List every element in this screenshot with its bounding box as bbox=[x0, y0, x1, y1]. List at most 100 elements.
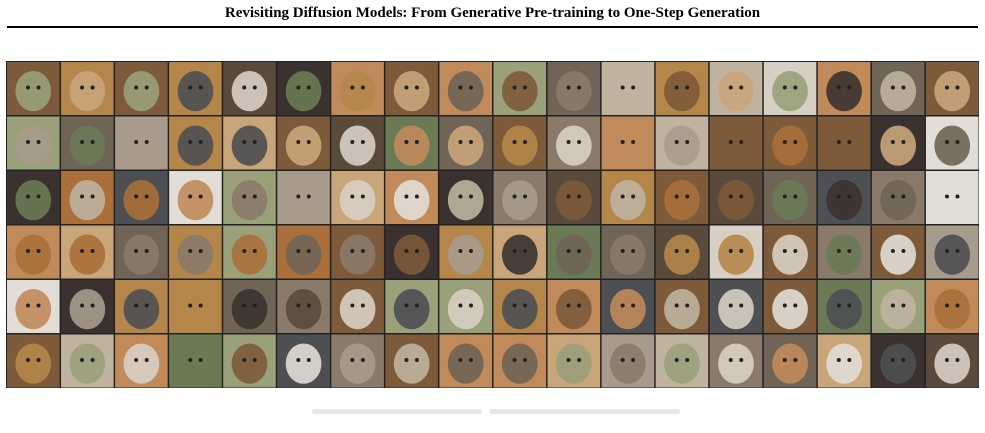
animal-face bbox=[123, 71, 160, 112]
eye bbox=[793, 139, 798, 144]
eye bbox=[847, 139, 852, 144]
eye bbox=[414, 357, 419, 362]
animal-face bbox=[772, 343, 808, 384]
animal-face bbox=[123, 234, 160, 275]
eye bbox=[80, 194, 85, 199]
animal-face bbox=[15, 125, 52, 166]
eye bbox=[847, 194, 852, 199]
eye bbox=[144, 194, 149, 199]
animal-face bbox=[339, 343, 376, 384]
animal-face bbox=[501, 71, 538, 112]
animal-face bbox=[718, 71, 754, 112]
eye bbox=[36, 248, 41, 253]
eye bbox=[847, 85, 852, 90]
animal-face bbox=[501, 180, 538, 221]
eye bbox=[620, 303, 625, 308]
eye bbox=[360, 248, 365, 253]
animal-face bbox=[501, 234, 538, 275]
eye bbox=[306, 139, 311, 144]
animal-face bbox=[15, 343, 52, 384]
eye bbox=[26, 248, 31, 253]
eye bbox=[685, 357, 690, 362]
animal-face bbox=[772, 289, 808, 330]
eye bbox=[890, 357, 895, 362]
animal-face bbox=[826, 289, 862, 330]
eye bbox=[404, 303, 409, 308]
eye bbox=[523, 303, 528, 308]
animal-face bbox=[69, 234, 106, 275]
eye bbox=[198, 357, 203, 362]
eye bbox=[739, 303, 744, 308]
animal-face bbox=[447, 125, 484, 166]
eye bbox=[468, 303, 473, 308]
eye bbox=[901, 248, 906, 253]
animal-face bbox=[826, 180, 862, 221]
eye bbox=[782, 248, 787, 253]
animal-face bbox=[177, 180, 214, 221]
eye bbox=[198, 139, 203, 144]
animal-face bbox=[339, 180, 376, 221]
eye bbox=[674, 85, 679, 90]
eye bbox=[134, 357, 139, 362]
animal-face bbox=[285, 180, 322, 221]
eye bbox=[890, 139, 895, 144]
animal-face bbox=[177, 343, 214, 384]
eye bbox=[296, 248, 301, 253]
image-grid bbox=[6, 61, 979, 388]
eye bbox=[631, 357, 636, 362]
animal-face bbox=[934, 234, 971, 275]
animal-face bbox=[664, 71, 700, 112]
eye bbox=[566, 303, 571, 308]
eye bbox=[26, 139, 31, 144]
animal-face bbox=[880, 343, 917, 384]
eye bbox=[134, 248, 139, 253]
eye bbox=[350, 248, 355, 253]
eye bbox=[890, 194, 895, 199]
eye bbox=[523, 357, 528, 362]
eye bbox=[80, 139, 85, 144]
animal-face bbox=[501, 125, 538, 166]
eye bbox=[512, 248, 517, 253]
animal-face bbox=[501, 343, 538, 384]
eye bbox=[468, 248, 473, 253]
animal-face bbox=[339, 125, 376, 166]
caption-placeholder bbox=[312, 409, 482, 414]
eye bbox=[252, 194, 257, 199]
eye bbox=[404, 357, 409, 362]
eye bbox=[188, 139, 193, 144]
eye bbox=[620, 248, 625, 253]
animal-face bbox=[69, 71, 106, 112]
eye bbox=[36, 85, 41, 90]
eye bbox=[901, 357, 906, 362]
animal-face bbox=[177, 234, 214, 275]
eye bbox=[955, 248, 960, 253]
animal-face bbox=[177, 71, 214, 112]
eye bbox=[782, 357, 787, 362]
eye bbox=[414, 303, 419, 308]
animal-face bbox=[447, 343, 484, 384]
animal-face bbox=[880, 71, 917, 112]
eye bbox=[577, 248, 582, 253]
eye bbox=[901, 303, 906, 308]
eye bbox=[674, 139, 679, 144]
eye bbox=[134, 194, 139, 199]
animal-face bbox=[555, 71, 592, 112]
animal-face bbox=[718, 125, 754, 166]
eye bbox=[793, 248, 798, 253]
eye bbox=[36, 194, 41, 199]
eye bbox=[620, 85, 625, 90]
eye bbox=[901, 85, 906, 90]
animal-face bbox=[231, 289, 268, 330]
animal-face bbox=[393, 180, 430, 221]
eye bbox=[242, 248, 247, 253]
eye bbox=[955, 357, 960, 362]
animal-face bbox=[69, 289, 106, 330]
eye bbox=[728, 357, 733, 362]
eye bbox=[847, 303, 852, 308]
animal-face bbox=[934, 343, 971, 384]
eye bbox=[188, 248, 193, 253]
eye bbox=[782, 303, 787, 308]
header-rule bbox=[7, 26, 978, 28]
animal-face bbox=[123, 289, 160, 330]
